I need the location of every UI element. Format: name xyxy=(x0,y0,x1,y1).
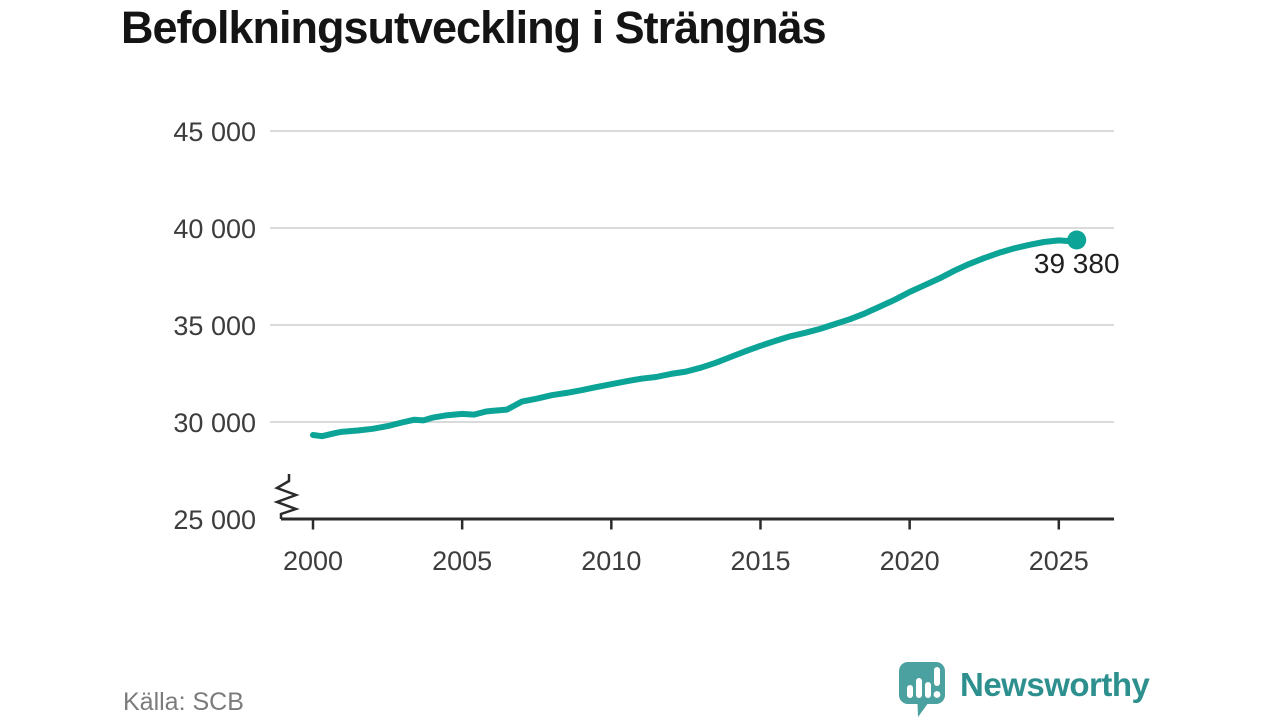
latest-point-marker xyxy=(1067,230,1087,250)
chart-title: Befolkningsutveckling i Strängnäs xyxy=(121,2,827,53)
y-tick-label: 35 000 xyxy=(173,311,256,341)
logo-exclamation-stem xyxy=(934,667,940,686)
logo-bar-3 xyxy=(925,682,931,698)
y-tick-label: 40 000 xyxy=(173,214,256,244)
logo-exclamation-dot xyxy=(933,691,941,698)
x-tick-label: 2025 xyxy=(1029,546,1089,576)
y-tick-label: 45 000 xyxy=(173,117,256,147)
y-tick-label: 30 000 xyxy=(173,408,256,438)
x-tick-label: 2000 xyxy=(283,546,343,576)
source-label: Källa: SCB xyxy=(123,688,244,716)
x-tick-label: 2015 xyxy=(730,546,790,576)
x-tick-label: 2005 xyxy=(432,546,492,576)
y-axis-break-icon xyxy=(273,474,300,519)
logo-bar-1 xyxy=(907,685,913,698)
x-tick-label: 2010 xyxy=(581,546,641,576)
latest-value-label: 39 380 xyxy=(1034,248,1120,279)
y-tick-label: 25 000 xyxy=(173,505,256,535)
x-tick-label: 2020 xyxy=(880,546,940,576)
newsworthy-logo-icon xyxy=(899,662,945,717)
newsworthy-logo-text: Newsworthy xyxy=(960,666,1150,703)
logo-bar-2 xyxy=(916,678,922,698)
newsworthy-logo: Newsworthy xyxy=(898,661,1150,718)
population-series-line xyxy=(310,237,1080,440)
